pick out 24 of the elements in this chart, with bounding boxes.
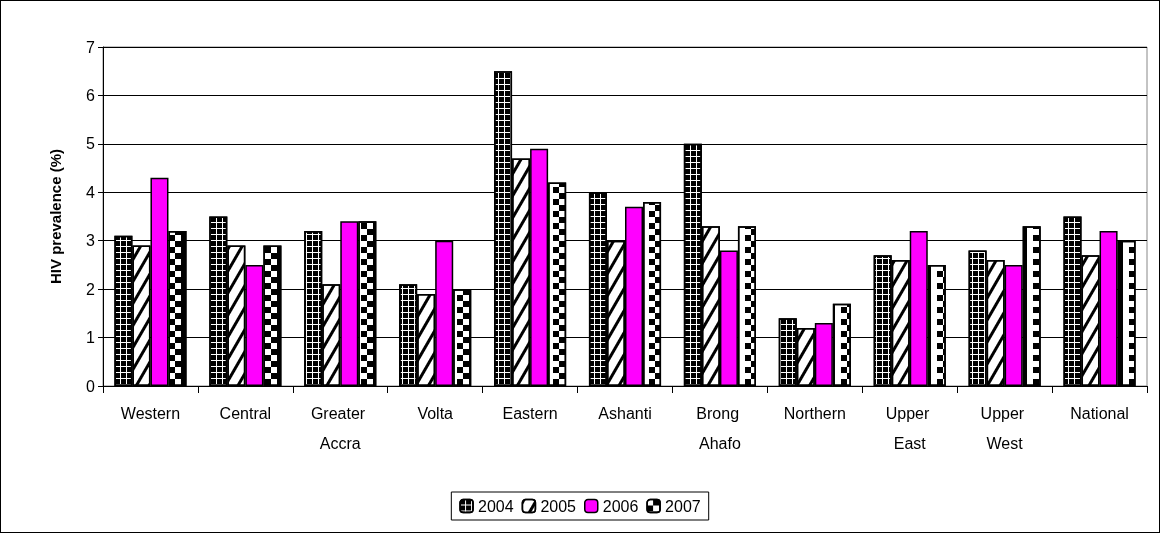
x-tick-label: Volta [417,404,454,422]
y-tick-label: 3 [86,232,96,250]
y-tick-label: 2 [86,280,96,298]
x-tick-label: Upper East [885,404,934,452]
x-tick-label: Northern [783,404,846,422]
x-tick-label: Upper West [980,404,1029,452]
x-tick-label: Ashanti [598,404,652,422]
x-tick-label: Brong Ahafo [696,404,744,452]
legend-label: 2006 [602,497,639,515]
y-tick-label: 1 [86,329,96,347]
y-axis-title: HIV prevalence (%) [47,148,64,285]
y-tick-label: 6 [86,86,96,104]
x-tick-label: National [1070,404,1129,422]
x-tick-label: Western [120,404,181,422]
x-tick-label: Eastern [502,404,558,422]
x-tick-label: Greater Accra [310,404,370,452]
y-tick-label: 7 [86,38,96,56]
x-tick-label: Central [219,404,272,422]
y-tick-label: 0 [86,377,96,395]
legend-label: 2004 [478,497,514,515]
y-tick-label: 5 [86,135,96,153]
y-tick-label: 4 [86,183,96,201]
legend-label: 2005 [540,497,577,515]
legend-label: 2007 [665,497,701,515]
